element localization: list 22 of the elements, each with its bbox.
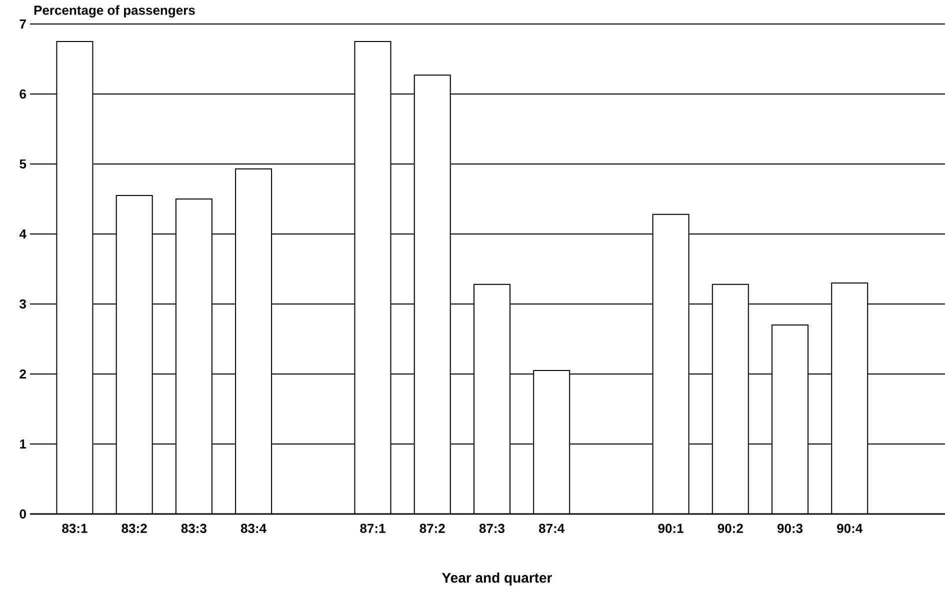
y-tick-label: 0: [20, 509, 26, 519]
x-tick-label: 90:4: [837, 524, 863, 533]
x-axis-title: Year and quarter: [442, 572, 552, 586]
y-axis-title: Percentage of passengers: [34, 5, 195, 18]
y-tick-label: 2: [20, 369, 26, 379]
x-tick-label: 83:4: [240, 524, 266, 534]
y-tick-label: 1: [20, 440, 26, 448]
x-tick-label: 87:2: [420, 524, 445, 533]
x-tick-label: 83:3: [181, 524, 206, 534]
x-tick-label: 90:2: [718, 524, 743, 533]
x-tick-label: 90:3: [777, 524, 803, 534]
x-tick-label: 87:3: [479, 524, 505, 534]
x-tick-label: 87:4: [538, 524, 565, 533]
y-tick-label: 6: [20, 89, 26, 99]
x-tick-label: 83:2: [122, 524, 147, 534]
y-tick-label: 3: [20, 299, 26, 309]
y-tick-label: 5: [20, 159, 26, 169]
y-tick-label: 7: [20, 20, 26, 28]
x-tick-label: 83:1: [62, 524, 88, 534]
y-tick-label: 4: [19, 230, 26, 238]
x-tick-label: 87:1: [360, 524, 386, 533]
x-tick-label: 90:1: [658, 524, 684, 533]
